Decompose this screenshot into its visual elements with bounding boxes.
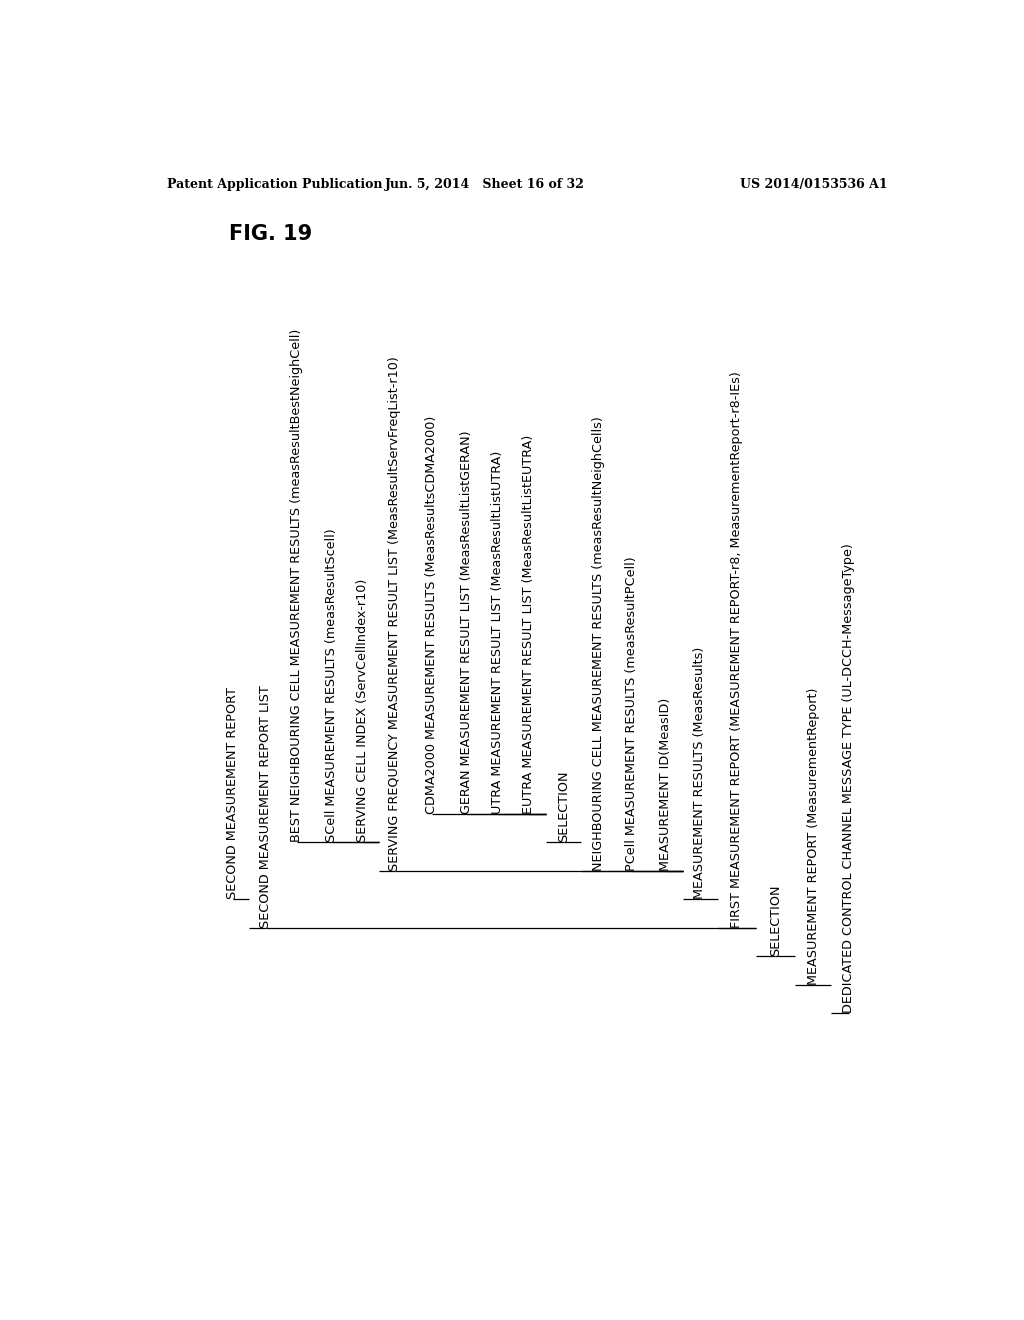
Text: SERVING FREQUENCY MEASUREMENT RESULT LIST (MeasResultServFreqList-r10): SERVING FREQUENCY MEASUREMENT RESULT LIS… — [388, 356, 401, 871]
Text: Patent Application Publication: Patent Application Publication — [167, 178, 382, 190]
Text: GERAN MEASUREMENT RESULT LIST (MeasResultListGERAN): GERAN MEASUREMENT RESULT LIST (MeasResul… — [460, 430, 473, 813]
Text: SELECTION: SELECTION — [769, 884, 781, 956]
Text: DEDICATED CONTROL CHANNEL MESSAGE TYPE (UL-DCCH-MessageType): DEDICATED CONTROL CHANNEL MESSAGE TYPE (… — [843, 544, 855, 1014]
Text: MEASUREMENT RESULTS (MeasResults): MEASUREMENT RESULTS (MeasResults) — [693, 647, 707, 899]
Text: NEIGHBOURING CELL MEASUREMENT RESULTS (measResultNeighCells): NEIGHBOURING CELL MEASUREMENT RESULTS (m… — [592, 416, 605, 871]
Text: SECOND MEASUREMENT REPORT: SECOND MEASUREMENT REPORT — [226, 688, 240, 899]
Text: SELECTION: SELECTION — [557, 771, 570, 842]
Text: US 2014/0153536 A1: US 2014/0153536 A1 — [740, 178, 888, 190]
Text: SECOND MEASUREMENT REPORT LIST: SECOND MEASUREMENT REPORT LIST — [259, 685, 272, 928]
Text: BEST NEIGHBOURING CELL MEASUREMENT RESULTS (measResultBestNeighCell): BEST NEIGHBOURING CELL MEASUREMENT RESUL… — [291, 329, 303, 842]
Text: MEASUREMENT ID(MeasID): MEASUREMENT ID(MeasID) — [658, 697, 672, 871]
Text: FIRST MEASUREMENT REPORT (MEASUREMENT REPORT-r8, MeasurementReport-r8-IEs): FIRST MEASUREMENT REPORT (MEASUREMENT RE… — [730, 371, 742, 928]
Text: CDMA2000 MEASUREMENT RESULTS (MeasResultsCDMA2000): CDMA2000 MEASUREMENT RESULTS (MeasResult… — [425, 416, 438, 813]
Text: SCell MEASUREMENT RESULTS (measResultScell): SCell MEASUREMENT RESULTS (measResultSce… — [326, 528, 338, 842]
Text: EUTRA MEASUREMENT RESULT LIST (MeasResultListEUTRA): EUTRA MEASUREMENT RESULT LIST (MeasResul… — [522, 434, 536, 813]
Text: PCell MEASUREMENT RESULTS (measResultPCell): PCell MEASUREMENT RESULTS (measResultPCe… — [626, 556, 638, 871]
Text: UTRA MEASUREMENT RESULT LIST (MeasResultListUTRA): UTRA MEASUREMENT RESULT LIST (MeasResult… — [492, 450, 504, 813]
Text: SERVING CELL INDEX (ServCellIndex-r10): SERVING CELL INDEX (ServCellIndex-r10) — [356, 579, 370, 842]
Text: MEASUREMENT REPORT (MeasurementReport): MEASUREMENT REPORT (MeasurementReport) — [807, 688, 820, 985]
Text: Jun. 5, 2014   Sheet 16 of 32: Jun. 5, 2014 Sheet 16 of 32 — [385, 178, 585, 190]
Text: FIG. 19: FIG. 19 — [228, 224, 312, 244]
